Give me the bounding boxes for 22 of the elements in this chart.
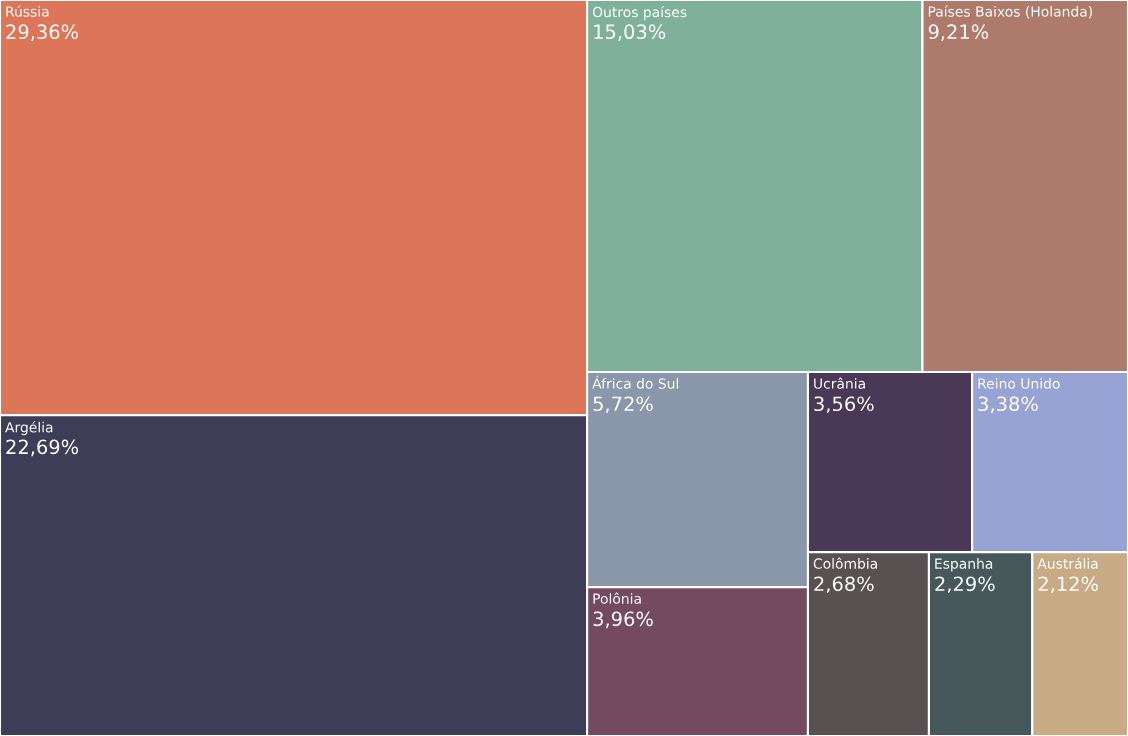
data-label: 3,96% (593, 611, 653, 629)
category-label: Ucrânia (814, 377, 865, 389)
data-label: 9,21% (928, 24, 989, 42)
data-label: 5,72% (593, 396, 653, 414)
category-label: Argélia (5, 421, 53, 436)
category-label: Colômbia (813, 557, 877, 569)
data-label: 15,03% (594, 24, 666, 42)
category-label: Reino Unido (978, 378, 1060, 389)
category-label: Rússia (6, 5, 49, 17)
data-label: 3,56% (814, 396, 874, 414)
category-label: Espanha (935, 558, 993, 572)
category-label: África do Sul (592, 375, 679, 389)
data-label: 2,12% (1038, 576, 1098, 594)
data-label: 2,29% (935, 576, 995, 594)
category-label: Países Baixos (Holanda) (928, 5, 1092, 19)
category-label: Austrália (1037, 557, 1098, 569)
data-label: 3,38% (978, 396, 1038, 414)
data-label: 2,68% (814, 576, 874, 594)
data-label: 29,36% (6, 24, 79, 42)
data-label: 22,69% (6, 439, 79, 457)
category-label: Outros países (592, 6, 687, 20)
category-label: Polônia (593, 592, 641, 604)
